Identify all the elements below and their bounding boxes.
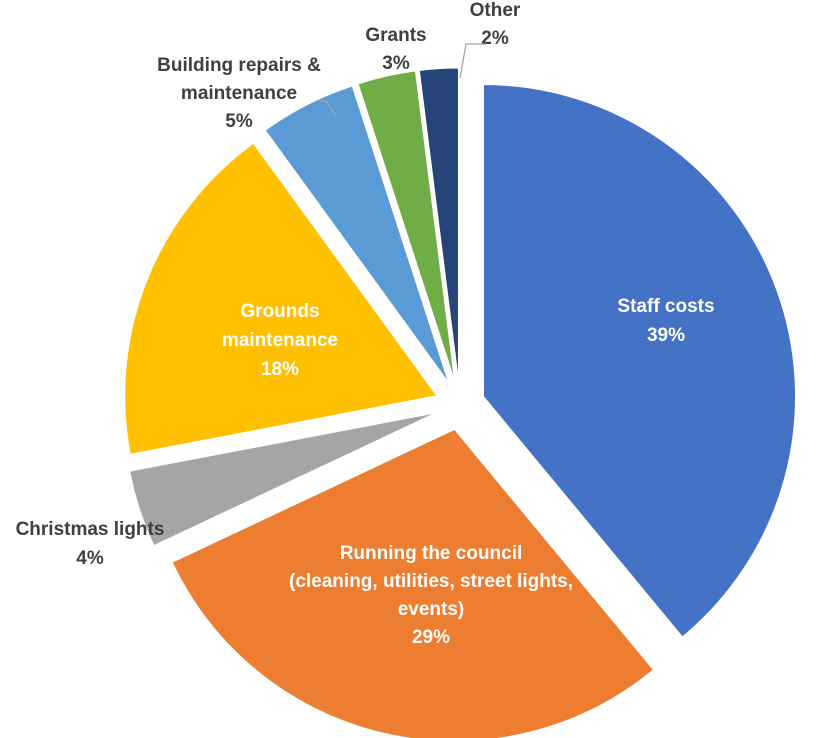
pie-label-christmas-lights: Christmas lights 4% [16, 519, 165, 569]
pie-slice-staff-costs [483, 84, 796, 638]
slice-label-grounds: Grounds [240, 301, 319, 322]
slice-label-running-the-council: Running the council [340, 543, 523, 564]
slice-percent-running-the-council: 29% [412, 627, 450, 648]
pie-label-grounds: Grounds maintenance 18% [222, 301, 338, 380]
pie-label-building-repairs: Building repairs & maintenance 5% [157, 55, 321, 132]
pie-slice-other [418, 67, 459, 381]
pie-slice-grounds [124, 142, 438, 455]
slice-label-running-the-council: events) [398, 599, 465, 620]
pie-label-grants: Grants 3% [365, 25, 426, 74]
slice-label-grants: Grants [365, 25, 426, 46]
slice-percent-staff-costs: 39% [647, 325, 685, 346]
slice-percent-other: 2% [481, 28, 509, 49]
pie-label-running-the-council: Running the council (cleaning, utilities,… [289, 543, 573, 648]
slice-label-other: Other [470, 0, 521, 21]
pie-slice-building-repairs [264, 85, 450, 384]
slice-label-grounds: maintenance [222, 330, 338, 351]
leader-line-building-repairs [318, 100, 337, 117]
slice-percent-christmas-lights: 4% [76, 548, 104, 569]
slice-percent-building-repairs: 5% [225, 111, 253, 132]
pie-label-staff-costs: Staff costs 39% [617, 296, 714, 346]
pie-slice-christmas-lights [129, 412, 437, 547]
slice-label-staff-costs: Staff costs [617, 296, 714, 317]
slice-label-building-repairs: Building repairs & [157, 55, 321, 76]
pie-slice-grants [357, 70, 456, 381]
slice-label-running-the-council: (cleaning, utilities, street lights, [289, 571, 573, 592]
leader-line-other [459, 43, 486, 79]
slice-label-building-repairs: maintenance [181, 83, 297, 104]
slice-percent-grants: 3% [382, 53, 410, 74]
pie-label-other: Other 2% [470, 0, 521, 49]
pie-slice-running-the-council [171, 428, 655, 738]
slice-label-christmas-lights: Christmas lights [16, 519, 165, 540]
slice-percent-grounds: 18% [261, 359, 299, 380]
